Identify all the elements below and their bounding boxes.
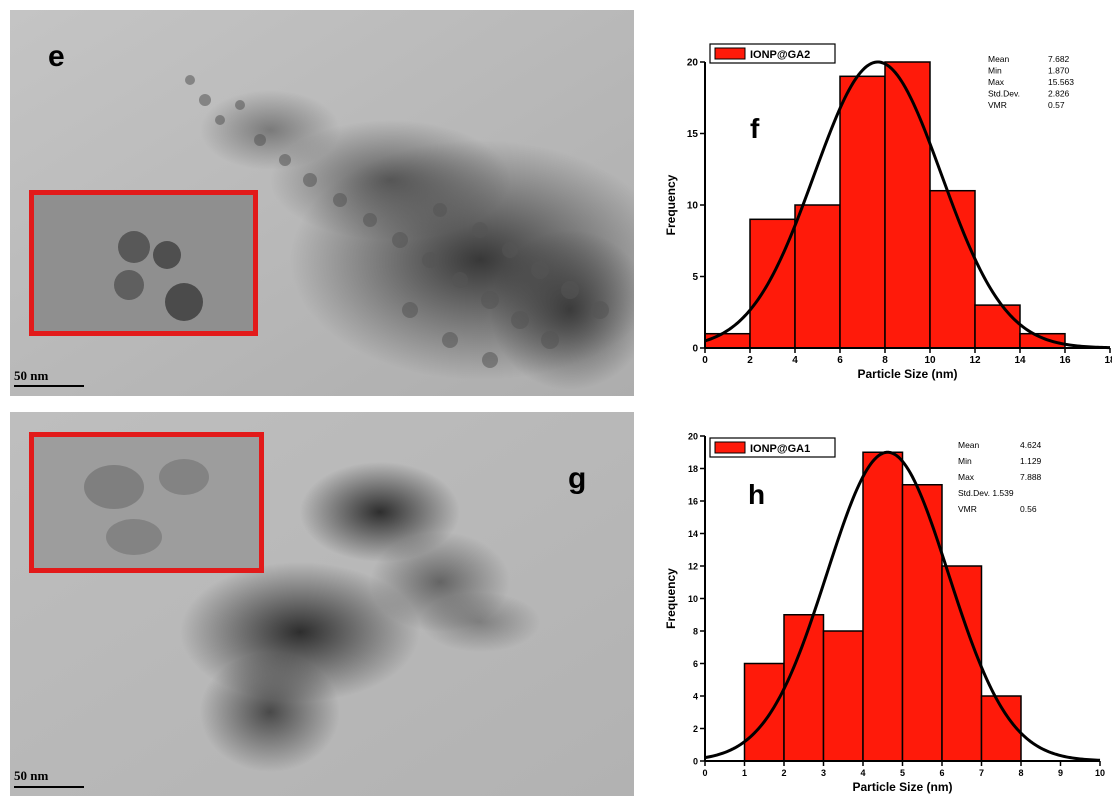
y-tick-label: 18 [688,464,698,474]
histogram-bar [901,484,943,762]
x-tick-label: 0 [702,768,707,778]
tem-inset-texture-e [34,195,253,331]
x-tick-label: 0 [702,355,708,366]
x-tick-label: 4 [792,355,798,366]
legend-swatch [714,47,746,60]
y-tick-label: 14 [688,529,698,539]
stats-label: Min [958,456,972,466]
x-axis-label: Particle Size (nm) [852,780,952,794]
stats-label: Mean [988,54,1010,64]
stats-label: VMR [988,100,1007,110]
x-tick-label: 8 [1018,768,1023,778]
y-tick-label: 0 [693,757,698,767]
tem-texture-g [10,412,634,796]
histogram-bar [929,189,976,349]
x-tick-label: 10 [924,355,936,366]
x-tick-label: 16 [1059,355,1071,366]
x-tick-label: 5 [900,768,905,778]
histogram-bar [941,565,983,762]
stats-value: 0.57 [1048,100,1065,110]
y-tick-label: 16 [688,497,698,507]
tem-image-e: e 50 nm [10,10,634,396]
stats-label: Max [958,472,975,482]
legend-label: IONP@GA1 [750,443,810,455]
y-tick-label: 10 [687,201,699,212]
stats-label: Max [988,77,1005,87]
y-axis-label: Frequency [664,174,678,235]
x-tick-label: 14 [1014,355,1026,366]
x-tick-label: 8 [882,355,888,366]
tem-inset-g [29,432,264,573]
histogram-bar [822,630,864,762]
stats-value: 0.56 [1020,504,1037,514]
legend-label: IONP@GA2 [750,49,810,61]
histogram-bar [794,204,841,349]
x-tick-label: 3 [821,768,826,778]
y-tick-label: 5 [692,272,698,283]
histogram-bar [839,75,886,349]
y-tick-label: 6 [693,659,698,669]
x-tick-label: 9 [1058,768,1063,778]
histogram-f: 0 2 4 6 8 10 12 14 16 18 0 5 10 15 20 Particle Size (nm… [650,20,1116,400]
y-tick-label: 10 [688,594,698,604]
histogram-bar [884,61,931,349]
stats-value: 2.826 [1048,89,1070,99]
histogram-bar [704,332,751,349]
stats-value: 7.888 [1020,472,1042,482]
stats-value: 1.870 [1048,66,1070,76]
x-tick-label: 7 [979,768,984,778]
stats-value: 7.682 [1048,54,1070,64]
histogram-bar [1019,332,1066,349]
x-tick-label: 4 [860,768,865,778]
histogram-bar [862,451,904,762]
legend-swatch [714,441,746,454]
x-tick-label: 10 [1095,768,1105,778]
stats-label: Mean [958,440,980,450]
scale-bar-e [14,385,84,387]
x-tick-label: 12 [969,355,981,366]
stats-label: Std.Dev. 1.539 [958,488,1014,498]
stats-value: 4.624 [1020,440,1042,450]
scale-bar-label-g: 50 nm [14,768,49,783]
stats-label: Min [988,66,1002,76]
x-axis-label: Particle Size (nm) [857,367,957,381]
normal-fit-curve [704,60,1111,350]
stats-label: VMR [958,504,977,514]
histogram-bar [783,614,825,762]
x-tick-label: 2 [781,768,786,778]
y-axis-label: Frequency [664,568,678,629]
stats-label: Std.Dev. [988,89,1020,99]
stats-value: 15.563 [1048,77,1074,87]
x-tick-label: 1 [742,768,747,778]
x-tick-label: 6 [837,355,843,366]
scale-bar-label-e: 50 nm [14,368,49,383]
y-tick-label: 8 [693,627,698,637]
panel-letter-g: g [568,462,587,495]
y-tick-label: 20 [688,432,698,442]
normal-fit-curve [704,450,1101,762]
y-tick-label: 4 [693,692,698,702]
tem-image-g: g 50 nm [10,412,634,796]
y-tick-label: 12 [688,562,698,572]
y-tick-label: 20 [687,58,699,69]
x-tick-label: 6 [939,768,944,778]
tem-inset-e [29,190,258,336]
y-tick-label: 2 [693,724,698,734]
stats-value: 1.129 [1020,456,1042,466]
panel-letter-f: f [750,113,760,144]
panel-letter-e: e [48,40,65,73]
histogram-bar [743,662,785,762]
y-tick-label: 15 [687,129,699,140]
histogram-h: 0 1 2 3 4 5 6 7 8 9 10 0 2 4 6 8 10 12 14 16 18 20 Particle Si… [650,420,1112,804]
x-tick-label: 18 [1104,355,1112,366]
tem-inset-texture-g [34,437,259,568]
x-tick-label: 2 [747,355,753,366]
histogram-bar [974,304,1021,349]
scale-bar-g [14,786,84,788]
y-tick-label: 0 [692,344,698,355]
histogram-f-svg: 0 2 4 6 8 10 12 14 16 18 0 5 10 15 20 Particle Size (nm… [664,43,1116,381]
panel-letter-h: h [748,479,765,510]
